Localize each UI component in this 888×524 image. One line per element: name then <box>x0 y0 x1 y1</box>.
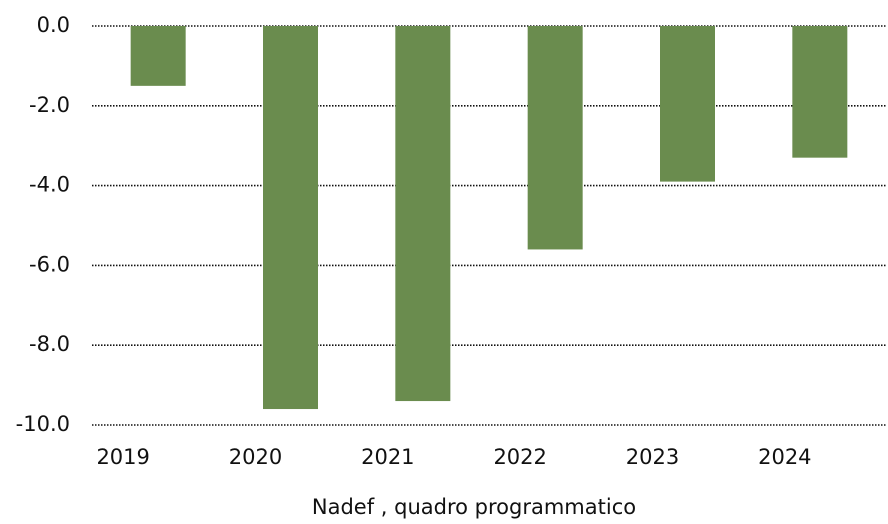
bar <box>263 26 318 410</box>
bar <box>527 26 583 250</box>
x-tick-label: 2023 <box>626 445 679 469</box>
x-tick-label: 2021 <box>361 445 414 469</box>
y-tick-label: -10.0 <box>16 412 70 436</box>
bar <box>130 26 186 86</box>
bar <box>660 26 715 182</box>
y-tick-label: -8.0 <box>29 332 70 356</box>
bar <box>792 26 848 158</box>
x-tick-label: 2024 <box>758 445 811 469</box>
y-tick-label: 0.0 <box>37 13 70 37</box>
x-axis-label: Nadef , quadro programmatico <box>312 495 636 519</box>
x-tick-label: 2020 <box>229 445 282 469</box>
bar <box>395 26 451 402</box>
y-tick-label: -6.0 <box>29 252 70 276</box>
x-tick-label: 2019 <box>96 445 149 469</box>
x-tick-label: 2022 <box>493 445 546 469</box>
y-tick-label: -4.0 <box>29 173 70 197</box>
y-tick-label: -2.0 <box>29 93 70 117</box>
